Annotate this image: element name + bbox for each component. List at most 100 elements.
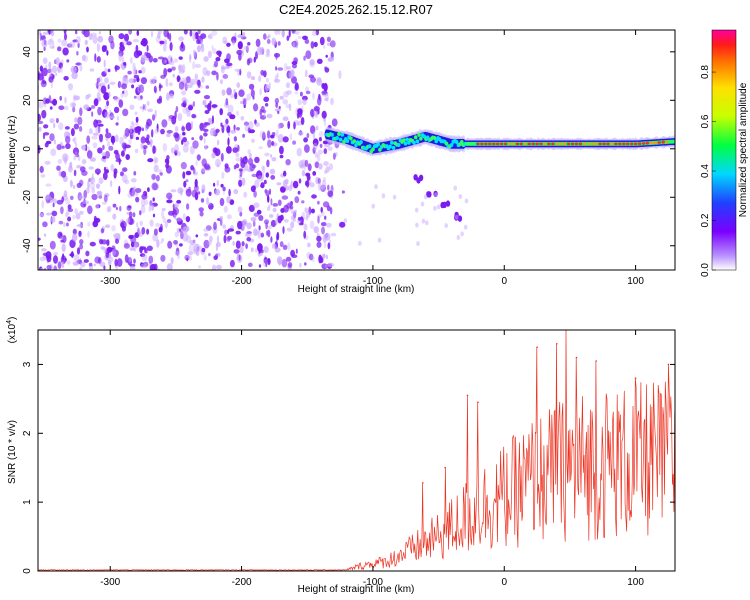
- noise-blob: [321, 110, 327, 119]
- noise-blob: [194, 73, 198, 81]
- noise-blob: [299, 164, 305, 169]
- noise-blob: [331, 118, 338, 127]
- noise-blob: [197, 30, 201, 35]
- faint-blob: [371, 203, 376, 209]
- noise-blob: [62, 253, 65, 261]
- noise-blob: [248, 204, 255, 212]
- faint-blob: [453, 185, 458, 191]
- signal-peak: [606, 142, 610, 146]
- noise-blob: [134, 111, 138, 116]
- noise-blob: [307, 163, 312, 172]
- noise-blob: [96, 56, 101, 63]
- noise-blob: [191, 137, 195, 141]
- noise-blob: [203, 132, 208, 137]
- snr-peak-point: [634, 377, 637, 380]
- noise-blob: [266, 159, 270, 168]
- y-tick-label: -40: [22, 238, 33, 253]
- noise-blob: [321, 90, 328, 95]
- noise-blob: [49, 240, 56, 250]
- colorbar: 0.0 0.2 0.4 0.6 0.8 Normalized spectral ampl…: [700, 29, 749, 277]
- noise-blob: [119, 205, 122, 212]
- noise-blob: [250, 216, 256, 222]
- signal-core: [337, 132, 341, 136]
- signal-core: [415, 139, 420, 144]
- noise-blob: [71, 233, 78, 242]
- noise-blob: [312, 138, 319, 147]
- noise-blob: [96, 43, 101, 52]
- noise-blob: [99, 239, 104, 245]
- noise-blob: [140, 40, 145, 46]
- faint-blob: [420, 201, 425, 207]
- noise-blob: [270, 236, 273, 243]
- noise-blob: [104, 77, 109, 84]
- noise-blob: [246, 231, 252, 234]
- branch-blob: [442, 201, 447, 208]
- noise-blob: [254, 122, 260, 127]
- noise-blob: [126, 218, 131, 224]
- noise-blob: [41, 75, 45, 85]
- noise-blob: [206, 197, 209, 205]
- noise-blob: [38, 120, 44, 125]
- noise-blob: [282, 179, 287, 188]
- noise-blob: [66, 43, 73, 48]
- noise-blob: [173, 132, 179, 139]
- noise-blob: [223, 206, 228, 213]
- noise-blob: [306, 211, 310, 218]
- noise-blob: [91, 193, 98, 201]
- noise-blob: [338, 70, 342, 80]
- snr-peak-point: [595, 360, 597, 362]
- noise-blob: [175, 106, 179, 113]
- noise-blob: [286, 35, 290, 41]
- noise-blob: [68, 41, 76, 49]
- noise-blob: [118, 99, 124, 108]
- faint-blob: [463, 224, 468, 230]
- noise-blob: [127, 192, 133, 199]
- noise-blob: [70, 65, 77, 74]
- noise-blob: [292, 140, 296, 145]
- noise-blob: [65, 143, 71, 150]
- noise-blob: [282, 30, 285, 38]
- noise-blob: [95, 204, 100, 209]
- noise-blob: [246, 237, 251, 242]
- noise-blob: [192, 140, 199, 149]
- noise-blob: [253, 190, 257, 198]
- noise-blob: [167, 55, 173, 64]
- snr-x-axis-title: Height of straight line (km): [298, 584, 415, 595]
- noise-blob: [226, 146, 232, 154]
- noise-blob: [101, 201, 107, 205]
- noise-blob: [308, 74, 315, 79]
- signal-peak: [562, 142, 567, 146]
- noise-blob: [179, 228, 182, 232]
- noise-blob: [143, 261, 149, 268]
- faint-blob: [414, 207, 419, 213]
- noise-blob: [326, 222, 332, 228]
- noise-blob: [73, 123, 80, 130]
- noise-blob: [107, 68, 111, 73]
- noise-blob: [136, 77, 140, 83]
- noise-blob: [73, 155, 77, 161]
- noise-blob: [74, 151, 78, 157]
- noise-blob: [132, 132, 136, 140]
- noise-blob: [321, 253, 326, 259]
- noise-blob: [257, 175, 263, 183]
- noise-blob: [114, 134, 119, 143]
- noise-blob: [64, 155, 67, 165]
- noise-blob: [161, 207, 166, 212]
- noise-blob: [231, 36, 237, 44]
- noise-blob: [98, 177, 104, 184]
- colorbar-ticks: 0.0 0.2 0.4 0.6 0.8: [700, 65, 716, 277]
- noise-blob: [178, 64, 182, 71]
- y-tick-label: 0: [22, 568, 33, 574]
- noise-blob: [160, 128, 165, 135]
- noise-blob: [240, 115, 245, 121]
- noise-blob: [291, 210, 296, 215]
- noise-blob: [79, 267, 83, 270]
- noise-blob: [323, 120, 327, 127]
- noise-blob: [39, 65, 44, 72]
- signal-peak: [645, 141, 650, 145]
- noise-blob: [278, 106, 281, 109]
- noise-blob: [52, 98, 58, 106]
- noise-blob: [110, 40, 115, 50]
- noise-blob: [180, 230, 184, 240]
- noise-blob: [259, 88, 262, 96]
